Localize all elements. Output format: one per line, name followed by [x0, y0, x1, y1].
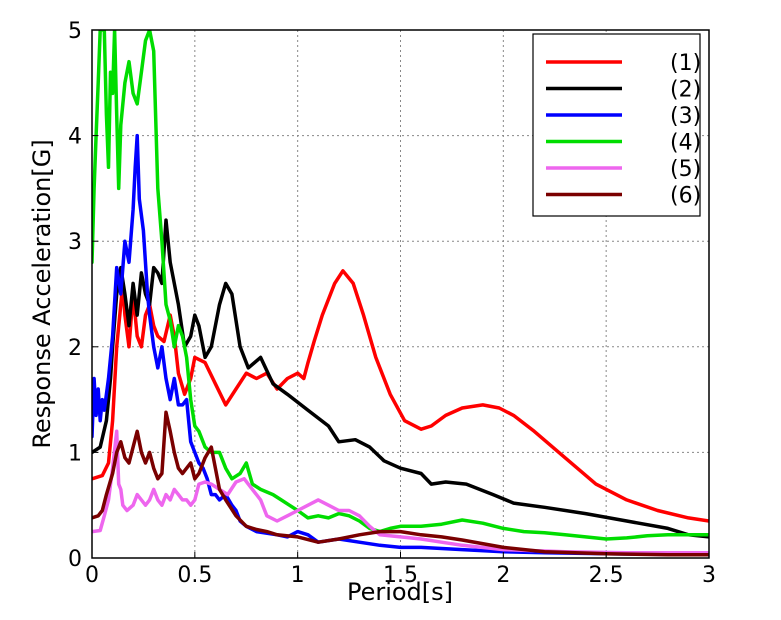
x-tick-label: 2: [496, 563, 510, 588]
y-tick-label: 2: [68, 336, 82, 361]
x-tick-label: 2.5: [589, 563, 624, 588]
data-series: [92, 30, 709, 557]
legend: (1)(2)(3)(4)(5)(6): [532, 33, 701, 217]
legend-label-4: (4): [670, 131, 701, 156]
x-tick-label: 0.5: [177, 563, 212, 588]
y-tick-label: 0: [68, 547, 82, 572]
legend-label-6: (6): [670, 184, 701, 209]
legend-label-2: (2): [670, 78, 701, 103]
axis-ticks: 0 0.5 1 1.5 2 2.5 3 0 1 2 3 4 5: [68, 19, 716, 588]
x-axis-title: Period[s]: [347, 578, 453, 606]
legend-label-5: (5): [670, 157, 701, 182]
series-1-line: [92, 269, 709, 523]
series-6-line: [92, 410, 709, 557]
y-axis-title: Response Acceleration[G]: [28, 139, 56, 448]
y-tick-label: 5: [68, 19, 82, 44]
y-tick-label: 4: [68, 125, 82, 150]
series-4-line: [92, 30, 709, 541]
series-5-line: [92, 429, 709, 555]
x-tick-label: 0: [85, 563, 99, 588]
legend-label-1: (1): [670, 51, 701, 76]
x-tick-label: 1: [291, 563, 305, 588]
legend-label-3: (3): [670, 104, 701, 129]
series-2-line: [92, 218, 709, 539]
y-tick-label: 3: [68, 230, 82, 255]
y-tick-label: 1: [68, 441, 82, 466]
legend-box: [532, 33, 701, 217]
x-tick-label: 3: [702, 563, 716, 588]
x-tick-label: 1.5: [383, 563, 418, 588]
